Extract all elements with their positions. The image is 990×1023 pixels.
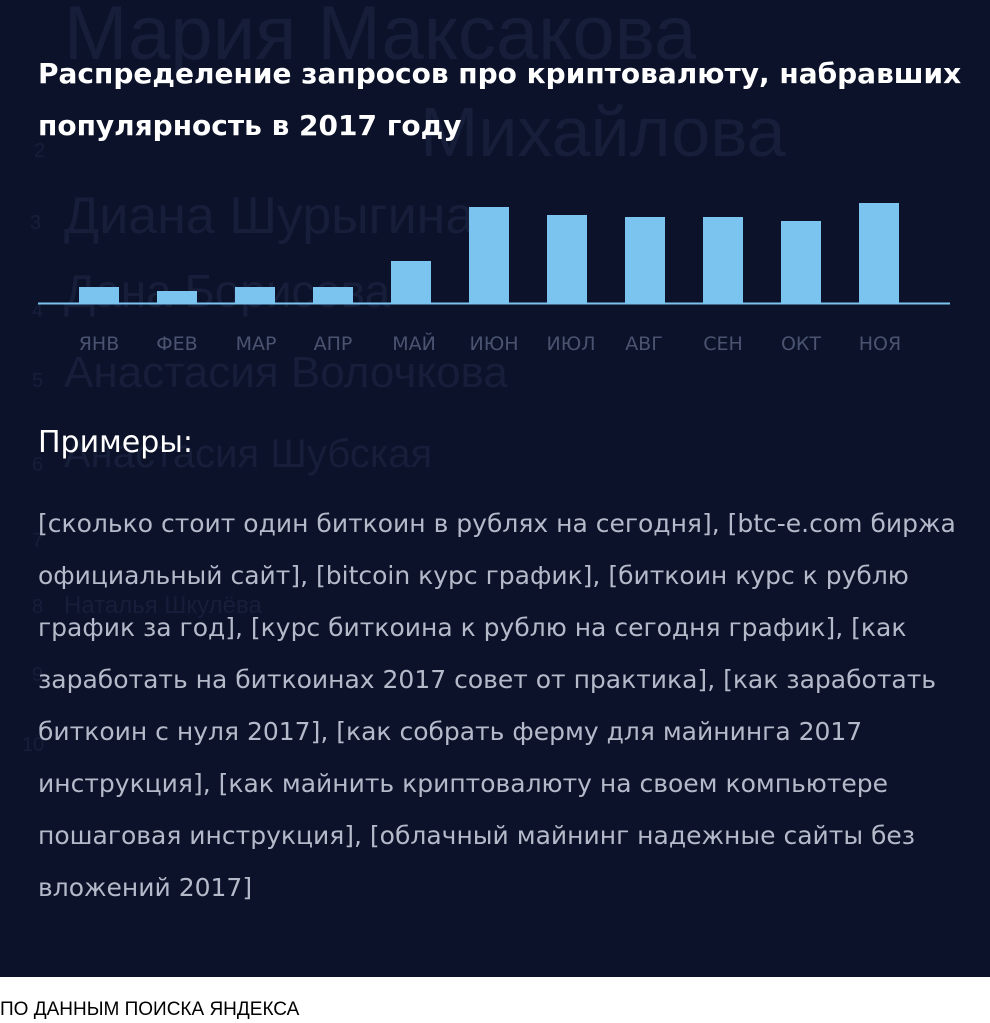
x-tick-label: ИЮН [469, 333, 518, 355]
x-tick-label: АВГ [625, 333, 663, 355]
bar-МАР [235, 287, 275, 303]
x-tick-label: АПР [314, 333, 353, 355]
x-tick-label: ФЕВ [156, 333, 197, 355]
bar-АВГ [625, 217, 665, 303]
bar-ОКТ [781, 221, 821, 303]
bar-АПР [313, 287, 353, 303]
examples-heading: Примеры: [38, 425, 194, 460]
bar-ФЕВ [157, 291, 197, 303]
x-tick-label: СЕН [703, 333, 743, 355]
bar-ИЮЛ [547, 215, 587, 303]
x-tick-label: ЯНВ [79, 333, 120, 355]
chart-title: Распределение запросов про криптовалюту,… [38, 57, 962, 142]
infographic-panel: Мария Максакова Михайлова 2 Диана Шурыги… [0, 0, 990, 977]
bar-МАЙ [391, 261, 431, 303]
x-tick-label: ОКТ [781, 333, 821, 355]
bar-СЕН [703, 217, 743, 303]
x-tick-label: МАР [236, 333, 277, 355]
bar-ЯНВ [79, 287, 119, 303]
bar-НОЯ [859, 203, 899, 303]
source-caption: По данным поиска Яндекса [0, 999, 300, 1020]
x-tick-label: МАЙ [392, 332, 436, 355]
background-rank-number: 5 [32, 370, 44, 392]
bar-ИЮН [469, 207, 509, 303]
x-tick-label: ИЮЛ [546, 333, 595, 355]
x-tick-label: НОЯ [859, 333, 901, 355]
bar-chart: ЯНВ ФЕВ МАР АПР МАЙ ИЮН ИЮЛ АВГ СЕН ОКТ НОЯ [38, 203, 950, 355]
example-queries-text: [сколько стоит один биткоин в рублях на … [38, 509, 956, 902]
